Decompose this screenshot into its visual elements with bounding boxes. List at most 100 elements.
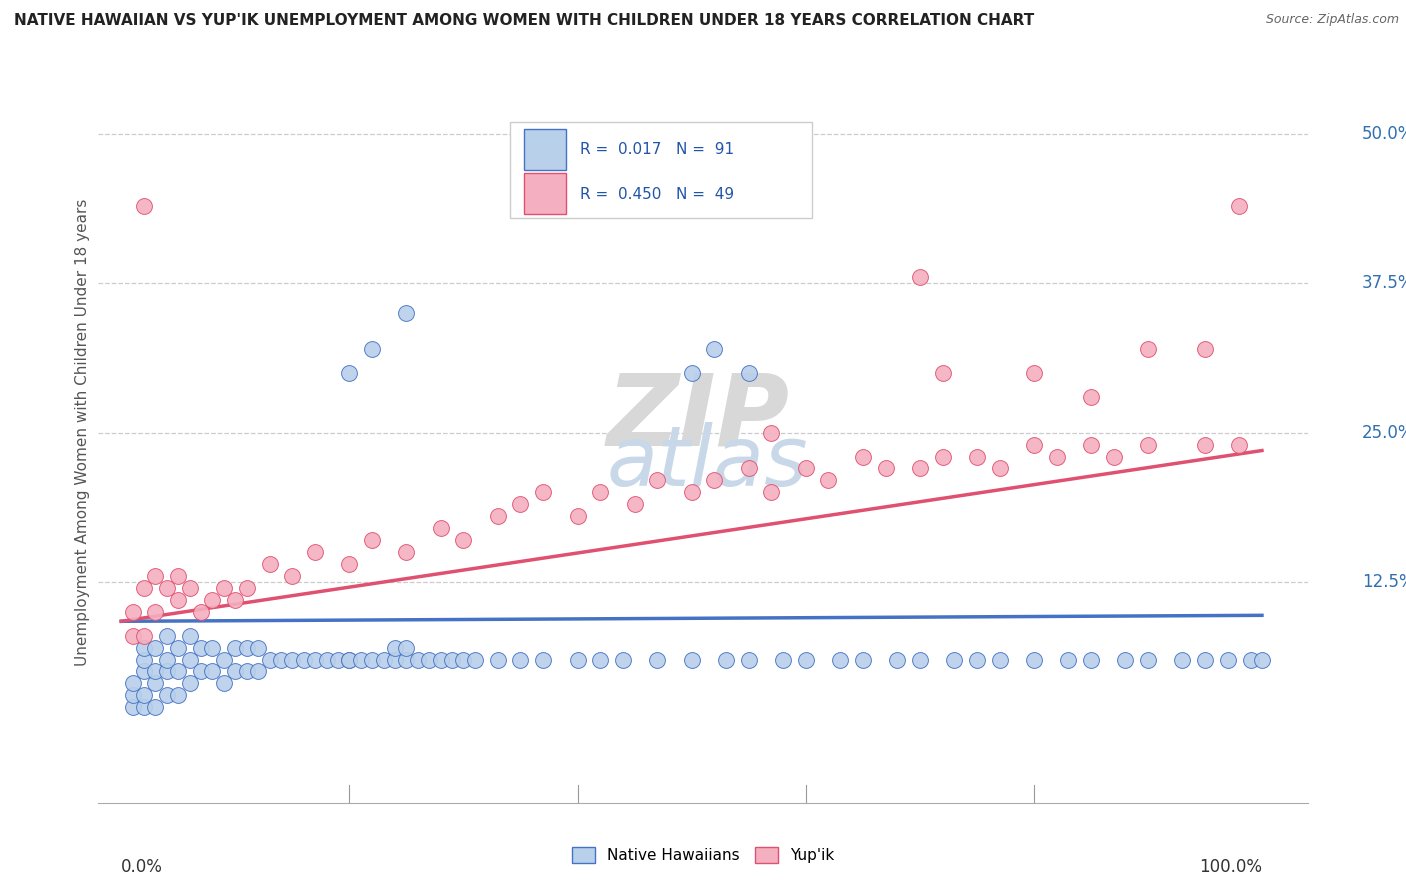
Point [281, 652, 304, 666]
Text: R =  0.450   N =  49: R = 0.450 N = 49 [579, 186, 734, 202]
Point [1046, 450, 1069, 464]
Point [167, 640, 190, 655]
Point [145, 605, 167, 619]
Point [908, 270, 931, 285]
Point [794, 652, 817, 666]
Point [132, 700, 155, 714]
Text: atlas: atlas [606, 422, 808, 503]
Point [361, 533, 384, 547]
Point [1022, 652, 1045, 666]
Point [1194, 437, 1216, 451]
Point [235, 665, 257, 679]
Point [121, 629, 143, 643]
Point [589, 485, 612, 500]
Point [852, 652, 875, 666]
Point [395, 306, 418, 320]
Point [384, 640, 406, 655]
Point [190, 605, 212, 619]
Point [132, 640, 155, 655]
Text: NATIVE HAWAIIAN VS YUP'IK UNEMPLOYMENT AMONG WOMEN WITH CHILDREN UNDER 18 YEARS : NATIVE HAWAIIAN VS YUP'IK UNEMPLOYMENT A… [14, 13, 1035, 29]
Point [794, 461, 817, 475]
Point [156, 581, 179, 595]
Point [259, 557, 281, 571]
Point [647, 474, 669, 488]
Point [429, 521, 451, 535]
Point [988, 652, 1011, 666]
Point [703, 474, 725, 488]
Point [395, 652, 418, 666]
Point [167, 689, 190, 703]
Point [966, 652, 988, 666]
Point [156, 629, 179, 643]
Point [1194, 652, 1216, 666]
Point [235, 581, 257, 595]
Point [121, 605, 143, 619]
Point [486, 652, 509, 666]
Point [395, 640, 418, 655]
Point [235, 640, 257, 655]
Point [132, 689, 155, 703]
Point [270, 652, 292, 666]
Point [623, 497, 645, 511]
Point [772, 652, 794, 666]
Point [531, 485, 554, 500]
Point [1080, 652, 1102, 666]
Point [647, 652, 669, 666]
Point [531, 652, 554, 666]
Point [1022, 366, 1045, 380]
Text: 37.5%: 37.5% [1362, 275, 1406, 293]
Text: 50.0%: 50.0% [1362, 125, 1406, 143]
Point [212, 652, 235, 666]
Point [145, 676, 167, 690]
Point [224, 665, 246, 679]
Point [179, 676, 201, 690]
Point [337, 366, 360, 380]
Point [156, 665, 179, 679]
Point [567, 509, 589, 524]
Point [304, 652, 326, 666]
Text: 12.5%: 12.5% [1362, 573, 1406, 591]
Point [361, 342, 384, 356]
Point [703, 342, 725, 356]
Point [1080, 390, 1102, 404]
Text: 0.0%: 0.0% [121, 858, 163, 876]
Point [145, 665, 167, 679]
Point [418, 652, 440, 666]
Point [681, 485, 703, 500]
FancyBboxPatch shape [509, 121, 811, 218]
Point [406, 652, 429, 666]
Point [212, 676, 235, 690]
Point [828, 652, 851, 666]
Point [509, 497, 531, 511]
Point [1227, 437, 1250, 451]
Point [681, 652, 703, 666]
Point [145, 700, 167, 714]
Point [247, 640, 270, 655]
Point [395, 545, 418, 559]
Point [1136, 342, 1159, 356]
Y-axis label: Unemployment Among Women with Children Under 18 years: Unemployment Among Women with Children U… [75, 199, 90, 666]
Point [817, 474, 839, 488]
Point [453, 652, 475, 666]
Point [337, 557, 360, 571]
Point [121, 676, 143, 690]
Point [761, 485, 783, 500]
Point [145, 640, 167, 655]
Point [167, 592, 190, 607]
Point [931, 366, 953, 380]
Text: Source: ZipAtlas.com: Source: ZipAtlas.com [1265, 13, 1399, 27]
Point [1227, 199, 1250, 213]
Point [429, 652, 451, 666]
Point [201, 592, 224, 607]
Point [1251, 652, 1274, 666]
Point [681, 366, 703, 380]
Point [988, 461, 1011, 475]
Point [281, 569, 304, 583]
Point [156, 652, 179, 666]
Point [337, 652, 360, 666]
Point [224, 640, 246, 655]
Point [361, 652, 384, 666]
Point [1194, 342, 1216, 356]
Point [1171, 652, 1194, 666]
Point [908, 652, 931, 666]
